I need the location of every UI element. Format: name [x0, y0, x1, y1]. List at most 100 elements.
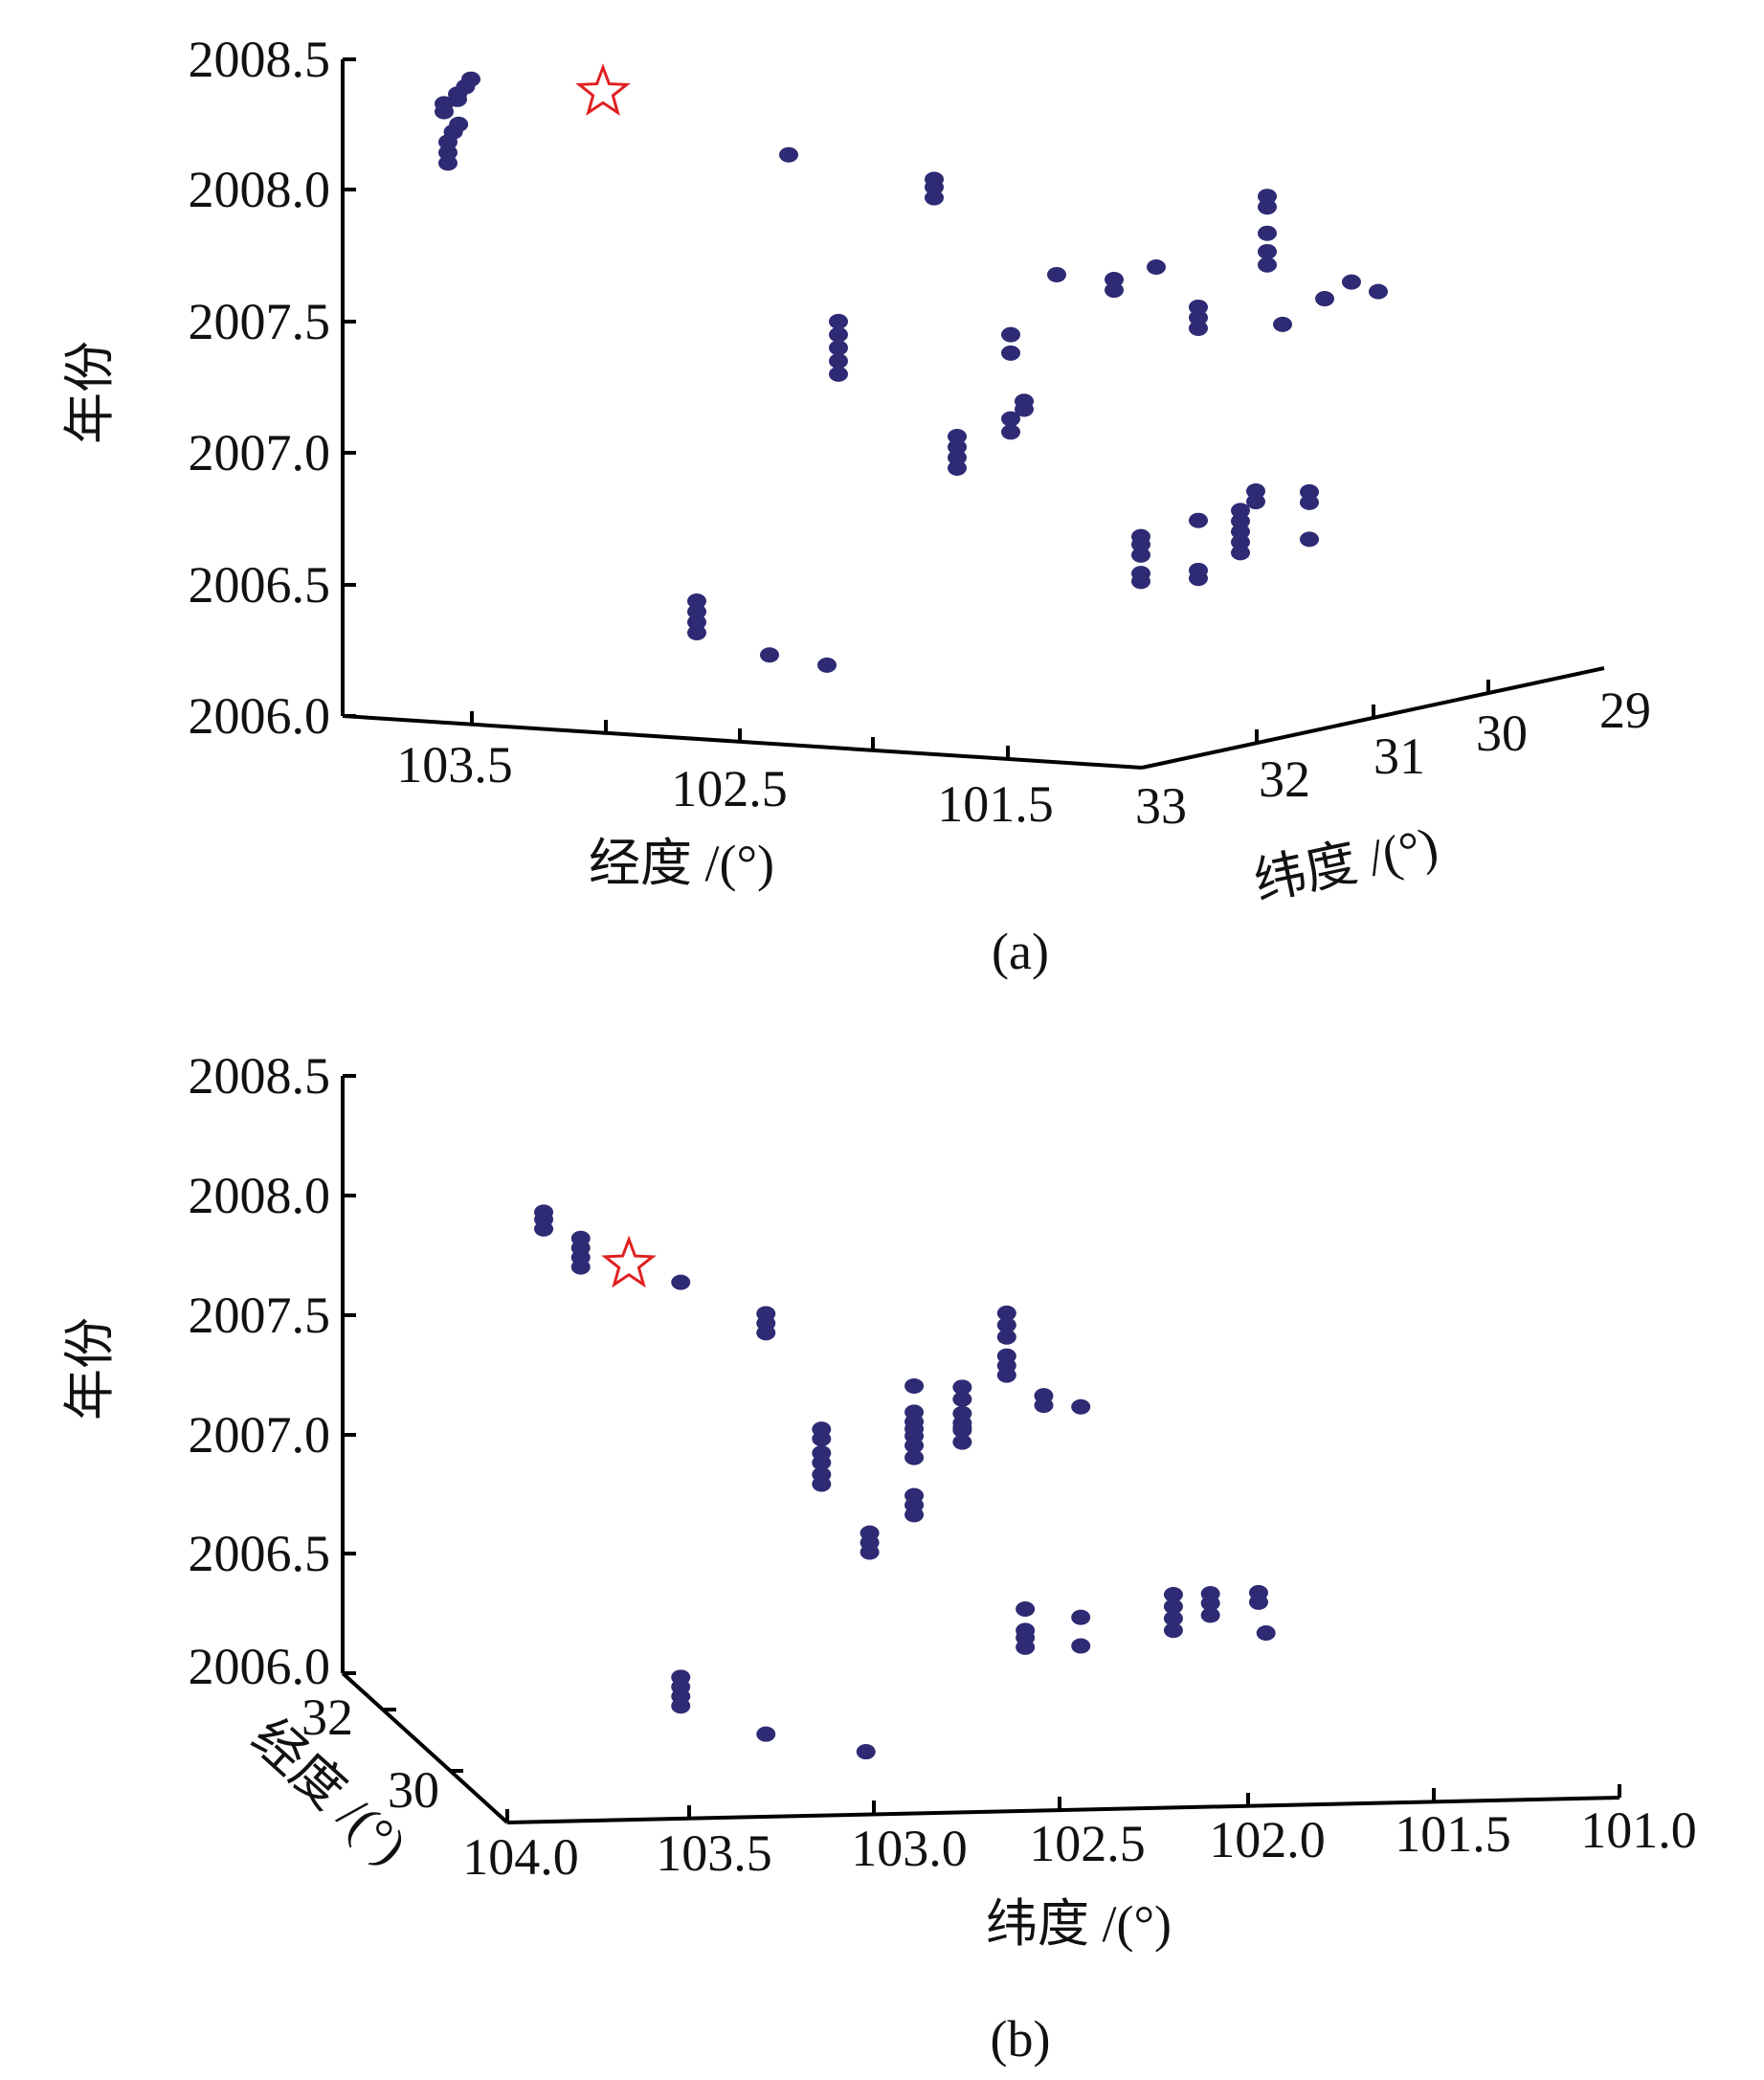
data-point — [904, 1487, 925, 1504]
data-point — [687, 593, 706, 609]
z-tick-label: 2008.0 — [189, 1167, 331, 1224]
x-tick-label: 102.0 — [1209, 1811, 1326, 1868]
data-point — [996, 1348, 1016, 1364]
z-tick-label: 2006.5 — [189, 556, 331, 614]
z-tick-label: 2008.5 — [189, 1047, 331, 1105]
data-point — [904, 1377, 925, 1394]
data-point — [1369, 283, 1388, 300]
y-ticks-a: 33 32 31 30 29 — [1135, 680, 1651, 835]
data-point — [1163, 1610, 1183, 1626]
data-point — [829, 313, 848, 329]
data-point — [1258, 243, 1277, 259]
x-tick-label: 102.5 — [671, 760, 788, 817]
x-ticks-a: 103.5 102.5 101.5 — [396, 711, 1054, 833]
data-point — [952, 1379, 972, 1396]
data-point — [1231, 513, 1250, 529]
data-point — [1105, 282, 1124, 299]
data-point — [1189, 512, 1208, 528]
data-point — [1016, 1622, 1036, 1639]
data-point — [1231, 503, 1250, 519]
x-tick-label: 104.0 — [462, 1828, 579, 1886]
data-point — [1189, 299, 1208, 315]
y-tick-label: 29 — [1599, 682, 1651, 739]
z-tick-label: 2006.0 — [189, 1638, 331, 1695]
data-point — [779, 146, 798, 163]
data-point — [829, 366, 848, 382]
data-point — [948, 450, 967, 465]
y-ticks-b: 30 32 — [301, 1689, 463, 1819]
data-point — [1163, 1622, 1183, 1639]
data-point — [671, 1274, 691, 1290]
data-point — [756, 1726, 776, 1742]
data-points-a — [435, 63, 1388, 673]
data-point — [1300, 494, 1319, 510]
data-point — [534, 1204, 554, 1220]
data-point — [1273, 316, 1292, 332]
x-tick-label: 103.5 — [396, 736, 513, 794]
data-point — [948, 439, 967, 455]
data-point — [904, 1449, 925, 1465]
data-point — [1001, 424, 1020, 440]
z-axis-title-b: 年份 — [61, 1317, 119, 1420]
x-tick-label: 103.0 — [851, 1820, 968, 1877]
x-axis-b — [506, 1796, 1620, 1824]
y-tick-label: 32 — [1259, 750, 1310, 808]
data-point — [1300, 531, 1319, 548]
z-tick-label: 2008.0 — [189, 161, 331, 218]
z-tick-label: 2007.0 — [189, 1406, 331, 1464]
data-point — [1016, 1601, 1036, 1618]
data-point — [1231, 545, 1250, 561]
y-tick-label: 32 — [301, 1689, 353, 1746]
data-point — [671, 1669, 691, 1686]
x-tick-label: 101.5 — [1395, 1805, 1511, 1863]
data-point — [1189, 562, 1208, 578]
data-point — [449, 116, 469, 132]
data-point — [1258, 225, 1277, 241]
x-axis-title-b: 纬度 /(°) — [986, 1895, 1172, 1953]
data-point — [812, 1445, 832, 1462]
data-point — [461, 71, 480, 87]
data-point — [1246, 483, 1265, 500]
data-point — [1047, 266, 1066, 282]
data-point — [1189, 320, 1208, 336]
data-point — [948, 460, 967, 476]
x-tick-label: 103.5 — [656, 1824, 772, 1882]
z-tick-label: 2007.5 — [189, 293, 331, 350]
z-tick-label: 2006.0 — [189, 687, 331, 745]
data-point — [1342, 274, 1361, 290]
data-point — [1189, 309, 1208, 325]
data-point — [948, 429, 967, 444]
data-point — [1315, 291, 1334, 307]
z-tick-label: 2006.5 — [189, 1525, 331, 1582]
data-point — [856, 1744, 876, 1760]
data-point — [829, 353, 848, 369]
data-point — [1163, 1599, 1183, 1615]
data-point — [1001, 345, 1020, 361]
data-point — [1258, 257, 1277, 273]
data-point — [925, 190, 944, 206]
data-point — [1248, 1594, 1268, 1610]
data-point — [438, 155, 458, 171]
data-point — [952, 1434, 972, 1450]
data-point — [1163, 1586, 1183, 1602]
data-points-b — [534, 1204, 1276, 1760]
z-tick-label: 2007.5 — [189, 1286, 331, 1344]
data-point — [687, 625, 706, 640]
data-point — [687, 604, 706, 619]
caption-b: (b) — [991, 2010, 1051, 2068]
data-point — [996, 1305, 1016, 1321]
data-point — [760, 647, 779, 663]
data-point — [829, 326, 848, 343]
data-point — [829, 340, 848, 356]
data-point — [1258, 189, 1277, 205]
data-point — [1200, 1586, 1220, 1602]
data-point — [1231, 524, 1250, 540]
data-point — [1258, 199, 1277, 215]
data-point — [925, 171, 944, 188]
data-point — [1200, 1607, 1220, 1623]
data-point — [952, 1391, 972, 1407]
data-point — [996, 1317, 1016, 1333]
x-axis-title-a: 经度 /(°) — [589, 835, 774, 892]
caption-a: (a) — [992, 923, 1049, 980]
